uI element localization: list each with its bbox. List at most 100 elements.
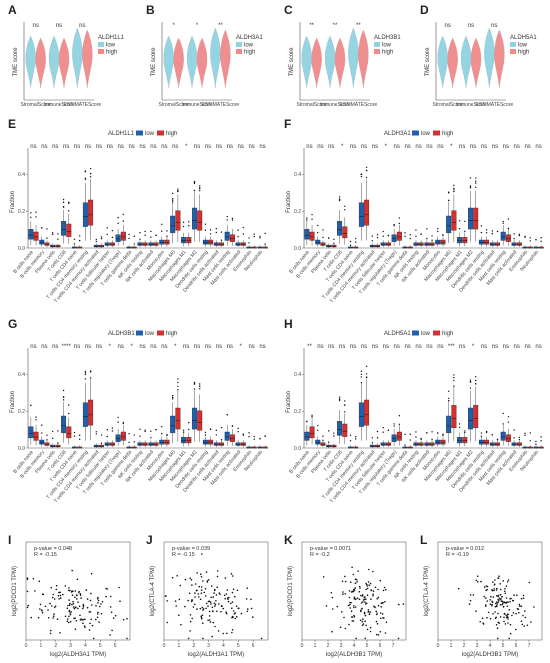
box-outlier (469, 381, 472, 383)
box-outlier (431, 239, 433, 241)
box-outlier (78, 438, 81, 441)
scatter-point (533, 606, 535, 608)
box-outlier (73, 243, 76, 245)
box-outlier (458, 227, 461, 230)
legend-label-high: high (382, 50, 393, 56)
significance-label: *** (448, 344, 456, 350)
scatter-point (494, 579, 496, 581)
scatter-point (216, 586, 218, 588)
scatter-point (472, 594, 475, 596)
scatter-point (174, 600, 177, 602)
scatter-point (79, 619, 82, 621)
box-outlier (360, 376, 363, 378)
box-high (473, 207, 479, 230)
scatter-point (476, 575, 479, 577)
box-outlier (485, 229, 488, 231)
x-tick-label: ESTIMATEScore (201, 102, 239, 108)
significance-label: ns (437, 344, 443, 350)
box-outlier (139, 435, 141, 437)
scatter-point (74, 596, 76, 599)
scatter-point (496, 594, 498, 597)
box-outlier (237, 229, 239, 231)
significance-label: ns (238, 144, 244, 150)
scatter-point (203, 591, 206, 594)
box-outlier (46, 434, 48, 436)
significance-label: ns (205, 344, 211, 350)
scatter-point (73, 607, 76, 610)
scatter-point (369, 626, 372, 629)
y-tick-label: 0.0 (294, 246, 301, 252)
box-outlier (242, 233, 245, 235)
legend-title: ALDH3B1 (108, 331, 135, 337)
r-value-label: R = -0.2 (310, 552, 330, 558)
significance-label: * (185, 144, 188, 150)
scatter-point (232, 616, 234, 618)
scatter-point (240, 612, 243, 615)
x-tick-label: 1 (39, 643, 42, 649)
scatter-point (26, 577, 29, 579)
significance-label: ns (361, 144, 367, 150)
box-outlier (540, 237, 542, 239)
scatter-point (521, 623, 524, 626)
box-low (315, 439, 321, 445)
scatter-point (66, 620, 69, 622)
scatter-point (210, 596, 212, 599)
box-low (337, 221, 343, 236)
box-outlier (387, 429, 390, 432)
x-tick-label: ImmuneScore (455, 102, 486, 108)
scatter-point (97, 611, 99, 614)
scatter-point (232, 610, 235, 612)
box-outlier (333, 432, 335, 434)
box-low (61, 415, 67, 434)
scatter-point (500, 588, 502, 591)
box-outlier (349, 440, 352, 442)
scatter-point (59, 632, 61, 634)
significance-label: ** (333, 23, 338, 29)
scatter-point (348, 623, 350, 626)
significance-label: ** (307, 344, 312, 350)
box-outlier (360, 173, 363, 175)
box-outlier (327, 430, 330, 432)
box-outlier (51, 232, 54, 234)
box-outlier (144, 234, 146, 236)
box-outlier (73, 435, 76, 437)
significance-label: ns (194, 344, 200, 350)
violin-high-2 (82, 29, 93, 89)
box-outlier (68, 412, 70, 415)
box-outlier (360, 381, 363, 384)
box-low (61, 221, 67, 236)
box-outlier (354, 438, 357, 440)
scatter-point (380, 606, 383, 608)
legend-swatch-high (433, 130, 440, 136)
significance-label: ns (317, 144, 323, 150)
scatter-point (210, 603, 212, 605)
box-outlier (100, 237, 103, 240)
scatter-point (503, 620, 505, 623)
scatter-point (370, 598, 372, 600)
box-outlier (415, 431, 417, 433)
scatter-point (74, 590, 77, 592)
scatter-point (88, 611, 91, 613)
box-outlier (464, 220, 466, 222)
scatter-point (109, 634, 111, 636)
box-outlier (393, 423, 395, 425)
scatter-point (485, 604, 487, 606)
scatter-point (353, 614, 355, 617)
box-outlier (46, 228, 48, 230)
box-outlier (442, 234, 444, 236)
scatter-point (362, 623, 365, 625)
box-outlier (447, 390, 450, 392)
box-outlier (398, 222, 401, 225)
significance-label: * (109, 344, 112, 350)
significance-label: ** (356, 23, 361, 29)
significance-label: ns (41, 144, 47, 150)
significance-label: ns (183, 344, 189, 350)
legend-label-low: low (106, 43, 116, 49)
box-low (82, 402, 88, 427)
box-high (197, 410, 203, 431)
y-axis-label: Fraction (10, 391, 16, 413)
scatter-point (515, 612, 517, 615)
scatter-point (483, 586, 486, 588)
box-outlier (360, 175, 363, 178)
scatter-point (231, 631, 233, 634)
